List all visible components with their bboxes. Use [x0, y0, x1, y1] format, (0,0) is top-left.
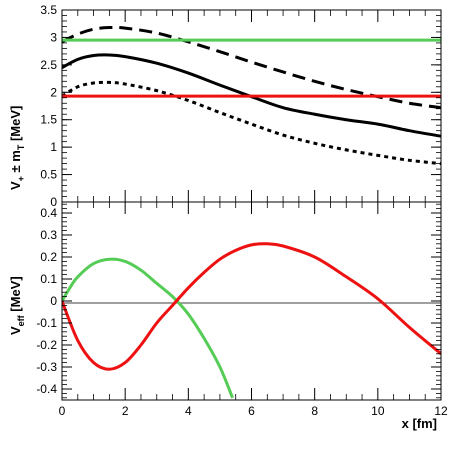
x-tick-label: 0	[59, 404, 66, 418]
bottom-panel: -0.4 -0.3 -0.2 -0.1 0 0.1 0.2 0.3 0.4 0 2 4 6 8 10 12 V…	[8, 201, 448, 431]
bottom-y-axis-title: Veff [MeV]	[8, 276, 26, 335]
top-y-tick-label: 1.5	[40, 113, 57, 127]
x-tick-label: 2	[122, 404, 129, 418]
x-tick-label: 10	[371, 404, 385, 418]
x-tick-label: 8	[311, 404, 318, 418]
x-tick-label: 6	[248, 404, 255, 418]
top-y-tick-label: 2	[50, 85, 57, 99]
top-series-2-dotted-line	[62, 80, 441, 166]
bottom-y-tick-label: -0.2	[36, 338, 57, 352]
top-y-tick-label: 0	[50, 195, 57, 209]
top-y-axis-title: V+ ± mT [MeV]	[8, 106, 26, 190]
bottom-y-tick-label: -0.4	[36, 382, 57, 396]
top-series-group	[62, 25, 441, 166]
top-series-0-dashed-line	[62, 25, 441, 110]
top-y-tick-label: 3.5	[40, 3, 57, 17]
bottom-y-tick-label: 0.1	[40, 272, 57, 286]
bottom-y-tick-label: 0	[50, 294, 57, 308]
top-y-tick-label: 2.5	[40, 58, 57, 72]
top-y-tick-label: 1	[50, 140, 57, 154]
bottom-y-tick-label: -0.1	[36, 316, 57, 330]
bottom-plot-frame	[61, 201, 442, 401]
bottom-y-tick-label: 0.3	[40, 228, 57, 242]
bottom-series-group	[62, 242, 441, 399]
top-y-tick-label: 3	[50, 30, 57, 44]
bottom-y-tick-label: 0.4	[40, 206, 57, 220]
bottom-y-tick-label: -0.3	[36, 360, 57, 374]
bottom-ticks-group: -0.4 -0.3 -0.2 -0.1 0 0.1 0.2 0.3 0.4 0 2 4 6 8 10 12	[36, 202, 448, 418]
top-series-1-solid-line	[62, 53, 441, 138]
bottom-series-1-solid-line	[62, 242, 441, 371]
bottom-series-0-solid-line	[62, 257, 234, 399]
x-axis-title: x [fm]	[402, 416, 437, 431]
x-tick-label: 12	[434, 404, 448, 418]
top-ticks-group: 0 0.5 1 1.5 2 2.5 3 3.5	[40, 3, 442, 209]
bottom-y-tick-label: 0.2	[40, 250, 57, 264]
top-panel: 0 0.5 1 1.5 2 2.5 3 3.5 V+ ± mT [MeV]	[8, 3, 442, 209]
top-y-tick-label: 0.5	[40, 168, 57, 182]
x-tick-label: 4	[185, 404, 192, 418]
